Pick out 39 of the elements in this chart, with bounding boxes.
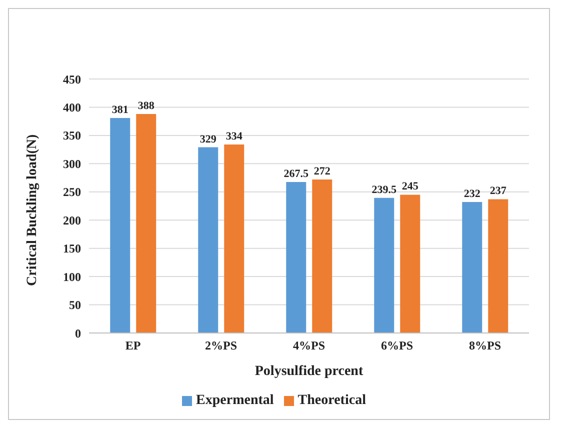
bar <box>110 118 130 333</box>
data-label: 245 <box>402 180 419 193</box>
y-tick-label: 300 <box>63 156 81 171</box>
bar <box>224 144 244 333</box>
y-tick-label: 100 <box>63 270 81 284</box>
data-label: 381 <box>112 104 128 116</box>
bar <box>374 198 394 333</box>
data-label: 329 <box>200 133 217 146</box>
bar <box>136 114 156 333</box>
bar <box>400 194 420 333</box>
x-tick-label: EP <box>125 338 141 353</box>
y-tick-label: 200 <box>63 213 81 228</box>
y-axis-title: Critical Buckling load(N) <box>24 134 40 286</box>
y-tick-label: 450 <box>63 72 81 86</box>
bar <box>488 199 508 333</box>
legend-label: Expermental <box>196 393 274 408</box>
x-tick-label: 8%PS <box>468 338 502 353</box>
x-tick-label: 2%PS <box>204 338 238 353</box>
bar <box>312 179 332 333</box>
x-axis-title: Polysulfide prcent <box>254 364 364 379</box>
y-tick-label: 350 <box>63 128 81 143</box>
data-label: 237 <box>490 185 507 198</box>
data-label: 267.5 <box>284 168 309 180</box>
y-tick-label: 250 <box>63 185 81 200</box>
data-label: 272 <box>314 165 331 178</box>
bar <box>462 202 482 333</box>
data-label: 388 <box>138 100 155 112</box>
y-tick-label: 400 <box>63 100 81 114</box>
data-label: 334 <box>226 130 243 142</box>
y-tick-label: 0 <box>75 326 81 340</box>
x-tick-label: 6%PS <box>380 338 414 353</box>
y-tick-label: 150 <box>63 242 81 256</box>
data-label: 239.5 <box>372 184 397 196</box>
x-tick-label: 4%PS <box>292 338 326 353</box>
data-label: 232 <box>464 188 481 200</box>
legend-label: Theoretical <box>298 393 366 408</box>
bar <box>286 182 306 333</box>
y-tick-label: 50 <box>69 298 81 312</box>
bar <box>198 147 218 333</box>
